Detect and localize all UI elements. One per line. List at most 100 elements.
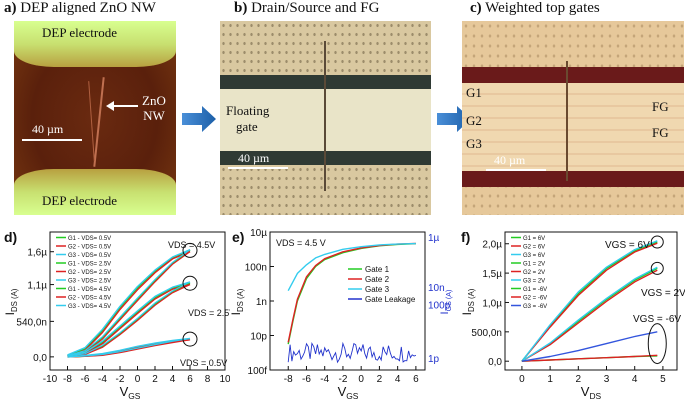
series-line-2 xyxy=(521,240,658,362)
x-axis-label: VGS xyxy=(338,384,359,401)
flow-arrow-icon xyxy=(182,106,216,132)
arrow-icon xyxy=(112,105,138,107)
y-tick-label: 0,0 xyxy=(33,353,47,364)
micrograph-c: G1 G2 G3 FG FG 40 µm xyxy=(462,21,684,215)
micrograph-a: DEP electrode DEP electrode ZnO NW 40 µm xyxy=(14,21,176,215)
y-tick-label: 540,0n xyxy=(16,317,47,328)
drain-electrode xyxy=(462,67,684,83)
series-line-7 xyxy=(521,354,658,362)
chart-f: 0 1 2 3 4 5 0,0 500,0n 1,0µ 1,5µ 2,0µ f) VDS IDS (A) G… xyxy=(460,229,685,401)
legend-entry: G2 - VDS= 2.5V xyxy=(68,270,111,276)
y-right-tick-label: 10n xyxy=(428,283,445,294)
annotation-vgs-neg6: VGS = -6V xyxy=(633,314,681,325)
panel-a-title: a) DEP aligned ZnO NW xyxy=(4,0,156,16)
y-tick-label: 1n xyxy=(256,297,267,308)
x-tick-label: 0 xyxy=(135,374,141,385)
x-axis-label: VGS xyxy=(120,384,141,401)
gate-2-label: G2 xyxy=(466,113,482,128)
scale-bar xyxy=(486,169,546,171)
nanowire xyxy=(93,77,105,167)
annotation-vds: VDS = 4.5 V xyxy=(276,238,326,248)
top-electrode xyxy=(14,21,176,67)
legend-entry: G3 - VDS= 2.5V xyxy=(68,279,111,285)
y-tick-label: 1,5µ xyxy=(482,269,502,280)
x-tick-label: -6 xyxy=(302,374,311,385)
series-return-line-8 xyxy=(67,337,191,358)
x-tick-label: 10 xyxy=(219,374,230,385)
legend-entry: G1 = -6V xyxy=(523,287,547,293)
legend-entry: Gate 1 xyxy=(365,265,390,274)
y-tick-label: 500,0n xyxy=(471,328,502,339)
x-tick-label: -2 xyxy=(116,374,125,385)
scale-label: 40 µm xyxy=(32,122,64,136)
x-tick-label: -4 xyxy=(98,374,107,385)
micrograph-b: Floating gate 40 µm xyxy=(220,21,431,215)
x-tick-label: -2 xyxy=(338,374,347,385)
x-tick-label: -8 xyxy=(63,374,72,385)
marker-circle xyxy=(182,242,198,258)
annotation-vds-0-5: VDS = 0.5V xyxy=(180,358,227,368)
scale-label: 40 µm xyxy=(238,151,270,165)
series-return-line-4 xyxy=(67,284,191,358)
x-tick-label: 4 xyxy=(395,374,401,385)
series-line-2 xyxy=(287,242,416,292)
x-tick-label: 6 xyxy=(187,374,193,385)
chart-d: -10 -8 -6 -4 -2 0 2 4 6 8 10 0,0 540,0n 1,1µ 1,6µ d) VGS… xyxy=(3,229,230,401)
nanowire xyxy=(324,41,326,191)
legend-entry: G2 = 6V xyxy=(523,245,545,251)
legend-entry: G1 - VDS= 2.5V xyxy=(68,262,111,268)
scale-label: 40 µm xyxy=(494,153,526,167)
y-right-axis-label: IGS (A) xyxy=(439,290,453,315)
y-right-tick-label: 1µ xyxy=(428,233,440,244)
y-right-tick-label: 1p xyxy=(428,354,440,365)
gate-3-label: G3 xyxy=(466,136,482,151)
x-tick-label: 2 xyxy=(152,374,158,385)
legend-entry: G1 - VDS= 4.5V xyxy=(68,287,111,293)
nanowire-2 xyxy=(88,81,95,161)
series-line-5 xyxy=(67,281,191,357)
chart-e: -8 -6 -4 -2 0 2 4 6 100f 10p 1n 100n 10µ 1p 100p 10n 1µ e… xyxy=(230,228,453,401)
legend-entry: G1 = 2V xyxy=(523,262,545,268)
series-line-3 xyxy=(67,282,191,357)
series-return-line-2 xyxy=(67,249,191,357)
series-line-3 xyxy=(287,341,417,364)
x-tick-label: 1 xyxy=(547,374,553,385)
legend-entry: G2 = -6V xyxy=(523,296,547,302)
y-tick-label: 0,0 xyxy=(488,357,502,368)
x-tick-label: 6 xyxy=(413,374,419,385)
series-line-8 xyxy=(521,331,658,362)
panel-f-letter: f) xyxy=(461,229,470,245)
y-tick-label: 1,0µ xyxy=(482,298,502,309)
zno-nw-label: ZnO NW xyxy=(142,93,166,123)
legend-entry: G3 - VDS= 0.5V xyxy=(68,253,111,259)
y-axis-label: IDS (A) xyxy=(460,288,476,315)
legend-entry: G3 - VDS= 4.5V xyxy=(68,304,111,310)
series-line-1 xyxy=(67,251,191,357)
y-tick-label: 1,1µ xyxy=(27,281,47,292)
y-tick-label: 100n xyxy=(245,263,267,274)
x-tick-label: 4 xyxy=(170,374,176,385)
series-line-0 xyxy=(287,243,416,345)
series-line-1 xyxy=(287,242,416,343)
x-tick-label: -6 xyxy=(81,374,90,385)
legend-entry: Gate Leakage xyxy=(365,295,416,304)
bottom-electrode-label: DEP electrode xyxy=(42,193,117,208)
top-electrode-label: DEP electrode xyxy=(42,25,117,40)
marker-ellipse xyxy=(647,323,667,365)
source-electrode xyxy=(462,171,684,187)
y-tick-label: 10µ xyxy=(250,228,267,239)
legend-entry: G1 - VDS= 0.5V xyxy=(68,236,111,242)
y-tick-label: 2,0µ xyxy=(482,240,502,251)
floating-gate-label: Floating gate xyxy=(226,103,270,134)
legend-entry: Gate 3 xyxy=(365,285,390,294)
scale-bar xyxy=(22,139,82,141)
fg-label-1: FG xyxy=(652,99,669,114)
legend-entry: G2 - VDS= 4.5V xyxy=(68,296,111,302)
y-tick-label: 100f xyxy=(248,366,268,377)
x-tick-label: 2 xyxy=(576,374,582,385)
x-tick-label: 2 xyxy=(377,374,383,385)
series-line-5 xyxy=(521,266,658,362)
scale-bar xyxy=(228,167,288,169)
marker-circle xyxy=(182,331,198,347)
x-tick-label: 3 xyxy=(604,374,610,385)
